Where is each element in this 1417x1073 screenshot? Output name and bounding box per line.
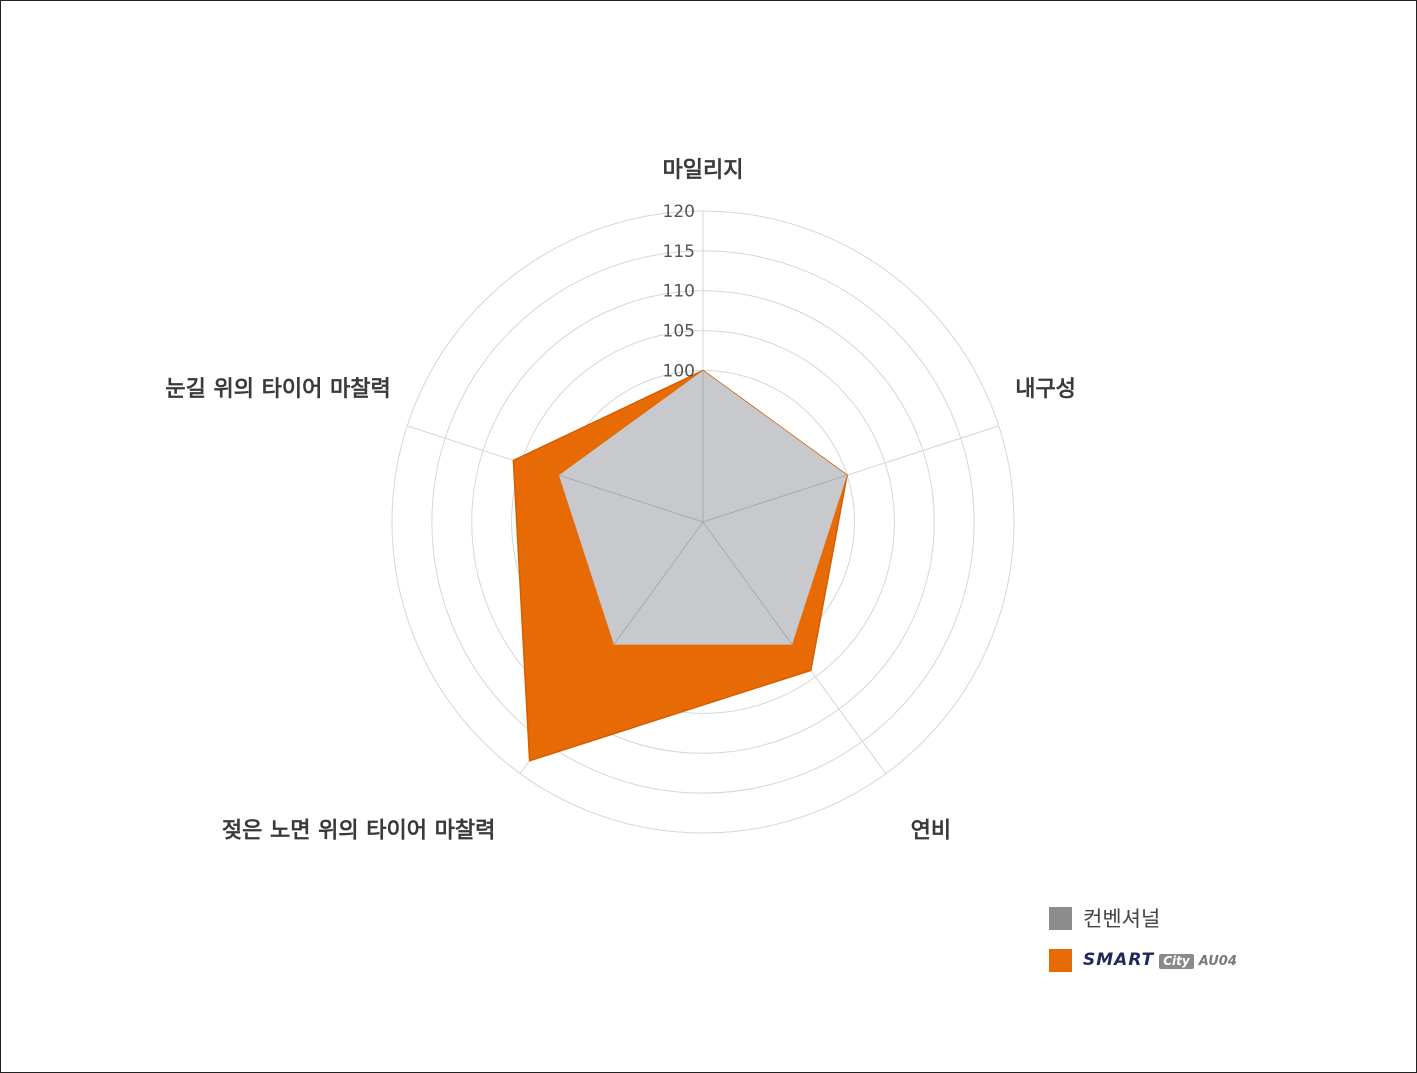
city-logo-badge: City — [1159, 954, 1194, 969]
tick-label: 110 — [663, 282, 695, 302]
legend-item-conventional: 컨벤셔널 — [1049, 897, 1237, 939]
inner-spoke — [558, 474, 704, 523]
axis-label: 연비 — [911, 818, 951, 843]
radar-series — [512, 369, 848, 762]
legend-item-smart-city: SMART City AU04 — [1049, 939, 1237, 981]
tick-label: 120 — [663, 202, 695, 222]
legend-swatch-conventional — [1049, 906, 1072, 930]
axis-label: 마일리지 — [663, 158, 744, 183]
inner-spoke — [702, 474, 848, 523]
smart-logo-text: SMART — [1083, 950, 1155, 970]
inner-spoke — [702, 521, 793, 645]
model-logo-text: AU04 — [1198, 954, 1237, 969]
axis-label: 젖은 노면 위의 타이어 마찰력 — [222, 818, 496, 843]
inner-spoke — [613, 521, 704, 645]
tick-label: 115 — [663, 242, 695, 262]
smart-city-logo: SMART City AU04 — [1083, 950, 1237, 970]
axis-label: 내구성 — [1015, 377, 1076, 402]
tick-label: 100 — [663, 361, 695, 381]
legend-label-conventional: 컨벤셔널 — [1083, 907, 1161, 931]
legend: 컨벤셔널 SMART City AU04 — [1049, 897, 1237, 981]
legend-swatch-smart-city — [1049, 948, 1072, 972]
tick-label: 105 — [663, 322, 695, 342]
radar-tick-labels: 100 105 110 115 120 — [663, 202, 695, 381]
axis-label: 눈길 위의 타이어 마찰력 — [165, 377, 390, 402]
